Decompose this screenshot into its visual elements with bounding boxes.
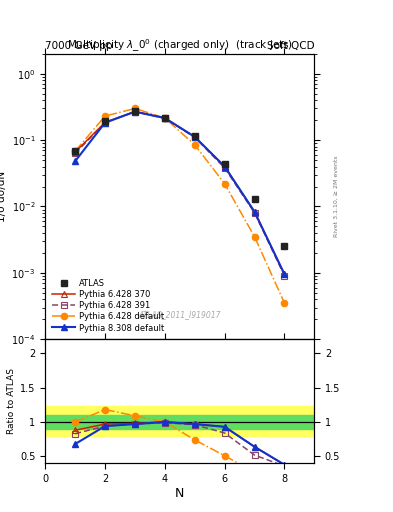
Y-axis label: Ratio to ATLAS: Ratio to ATLAS [7, 368, 16, 434]
Bar [45, 406, 314, 436]
Legend: ATLAS, Pythia 6.428 370, Pythia 6.428 391, Pythia 6.428 default, Pythia 8.308 de: ATLAS, Pythia 6.428 370, Pythia 6.428 39… [50, 277, 167, 335]
Text: Soft QCD: Soft QCD [267, 41, 314, 51]
Text: 7000 GeV pp: 7000 GeV pp [45, 41, 113, 51]
Bar [45, 415, 314, 429]
Text: Rivet 3.1.10, ≥ 2M events: Rivet 3.1.10, ≥ 2M events [334, 156, 338, 237]
Title: Multiplicity $\lambda\_0^0$ (charged only)  (track jets): Multiplicity $\lambda\_0^0$ (charged onl… [67, 37, 293, 54]
Y-axis label: 1/σ dσ/dN: 1/σ dσ/dN [0, 171, 7, 222]
Text: ATLAS_2011_I919017: ATLAS_2011_I919017 [139, 310, 221, 319]
X-axis label: N: N [175, 486, 184, 500]
